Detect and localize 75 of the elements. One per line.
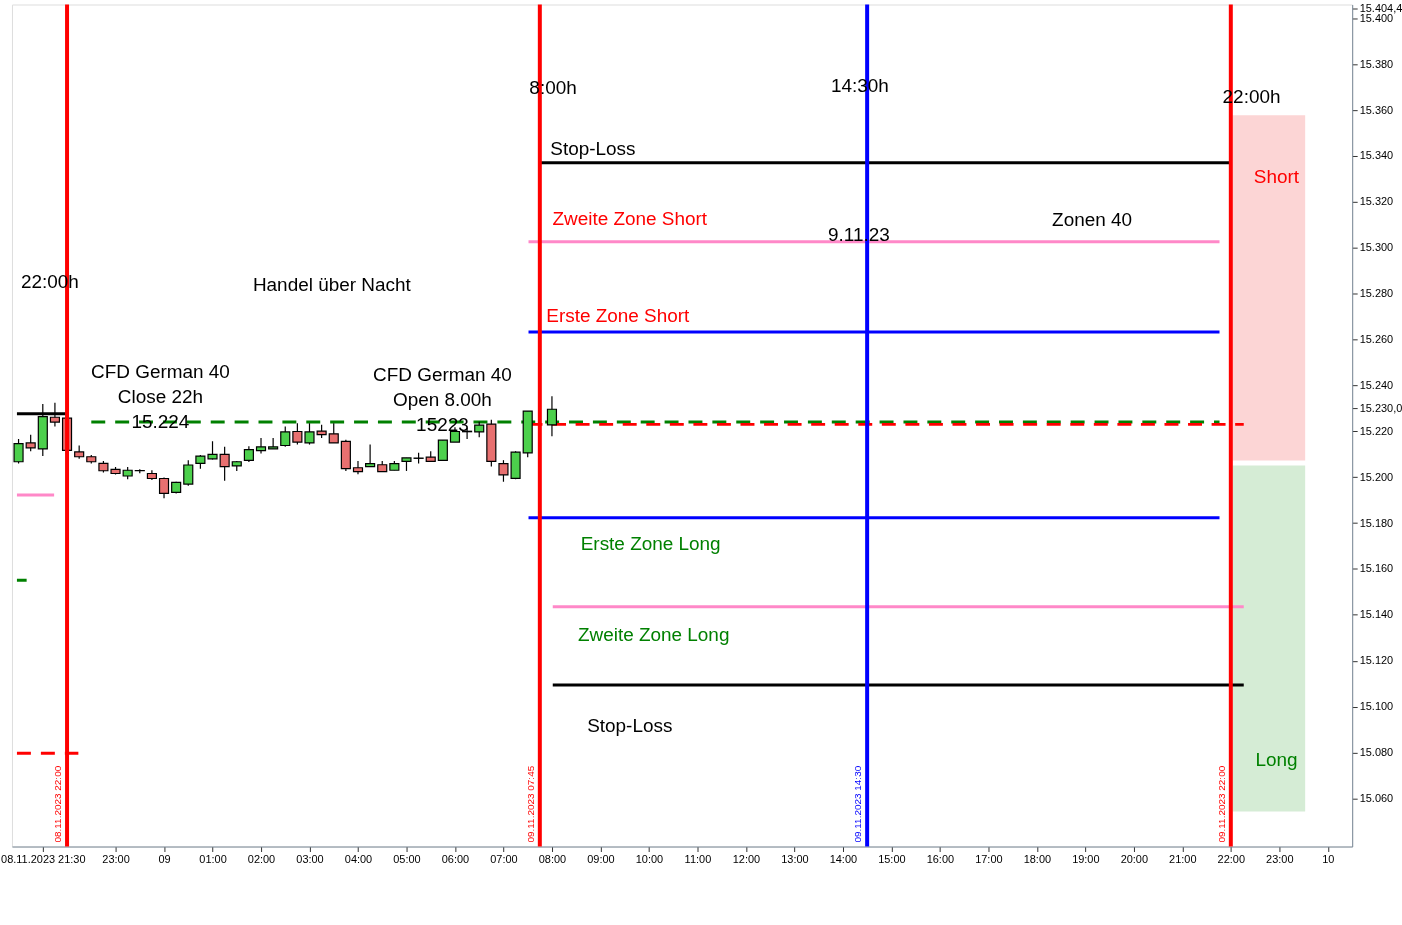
x-tick-label: 04:00 (344, 852, 373, 865)
x-tick-label: 21:00 (1169, 852, 1197, 865)
annotation: CFD German 40 Close 22h 15.224 (91, 361, 230, 433)
annotation: Erste Zone Long (580, 532, 721, 554)
y-tick-label: 15.200 (1359, 470, 1394, 483)
y-tick-label: 15.060 (1359, 791, 1394, 804)
x-tick-label: 05:00 (393, 852, 421, 865)
annotation: Zweite Zone Long (577, 624, 730, 646)
x-tick-label: 15:00 (878, 852, 906, 865)
annotation: Zweite Zone Short (552, 207, 708, 229)
annotation: Long (1255, 748, 1298, 770)
annotation: CFD German 40 Open 8.00h 15223 (373, 364, 512, 436)
annotation: Stop-Loss (587, 714, 673, 736)
x-tick-label: 13:00 (781, 852, 809, 865)
x-tick-label: 23:00 (1266, 852, 1294, 865)
x-tick-label: 10:00 (635, 852, 664, 865)
y-tick-label: 15.220 (1359, 424, 1394, 437)
y-tick-label: 15.280 (1359, 287, 1394, 300)
annotation: Zonen 40 (1052, 208, 1133, 230)
y-tick-label: 15.080 (1359, 745, 1394, 758)
y-tick-label: 15.140 (1359, 608, 1394, 621)
x-tick-label: 07:00 (490, 852, 518, 865)
x-tick-label: 18:00 (1023, 852, 1052, 865)
ref-line-label: 09.11.2023 07:45 (524, 765, 536, 843)
candlestick (546, 395, 558, 437)
candlestick (437, 439, 448, 461)
candlestick (183, 459, 194, 487)
ref-line-label: 08.11.2023 22:00 (52, 765, 64, 843)
x-tick-label: 10 (1322, 852, 1335, 865)
candlestick (365, 443, 376, 468)
y-tick-label: 15.380 (1359, 57, 1394, 70)
x-tick-label: 19:00 (1072, 852, 1100, 865)
annotation: Handel über Nacht (252, 273, 412, 295)
y-tick-label: 15.240 (1359, 378, 1394, 391)
x-tick-label: 16:00 (926, 852, 955, 865)
x-tick-label: 02:00 (247, 852, 276, 865)
candlestick (352, 460, 364, 475)
ref-line-label: 09.11.2023 14:30 (852, 765, 864, 843)
y-tick-label: 15.320 (1359, 195, 1394, 208)
x-tick-label: 12:00 (732, 852, 761, 865)
candlestick (158, 476, 170, 499)
y-tick-label: 15.400 (1359, 11, 1394, 24)
candlestick (328, 422, 339, 444)
annotation: Stop-Loss (550, 137, 636, 159)
x-tick-label: 11:00 (684, 852, 712, 865)
candlestick (255, 437, 267, 455)
x-tick-label: 09 (158, 852, 171, 865)
y-tick-label: 15.300 (1359, 241, 1394, 254)
y-tick-label: 15.120 (1359, 654, 1394, 667)
annotation: Short (1253, 165, 1300, 187)
y-tick-label: 15.340 (1359, 149, 1394, 162)
x-tick-label: 06:00 (441, 852, 470, 865)
x-tick-label: 23:00 (102, 852, 130, 865)
candlestick (268, 437, 279, 450)
candlestick (219, 446, 230, 482)
y-tick-label: 15.100 (1359, 700, 1394, 713)
x-tick-label: 03:00 (296, 852, 324, 865)
y-tick-label: 15.260 (1359, 332, 1394, 345)
candlestick (13, 438, 24, 464)
x-tick-label: 22:00 (1217, 852, 1246, 865)
x-tick-label: 08:00 (538, 852, 567, 865)
annotation: Erste Zone Short (546, 305, 691, 327)
x-tick-label: 08.11.2023 21:30 (1, 852, 86, 865)
candlestick (280, 425, 291, 448)
x-tick-label: 20:00 (1120, 852, 1149, 865)
y-tick-label: 15.404,4 (1359, 1, 1402, 14)
x-tick-label: 09:00 (587, 852, 615, 865)
y-tick-label: 15.230,0 (1359, 401, 1402, 414)
y-tick-label: 15.180 (1359, 516, 1394, 529)
x-tick-label: 17:00 (975, 852, 1003, 865)
x-tick-label: 01:00 (199, 852, 227, 865)
y-tick-label: 15.360 (1359, 103, 1394, 116)
y-tick-label: 15.160 (1359, 562, 1394, 575)
ref-line-label: 09.11.2023 22:00 (1215, 765, 1227, 843)
x-tick-label: 14:00 (829, 852, 858, 865)
